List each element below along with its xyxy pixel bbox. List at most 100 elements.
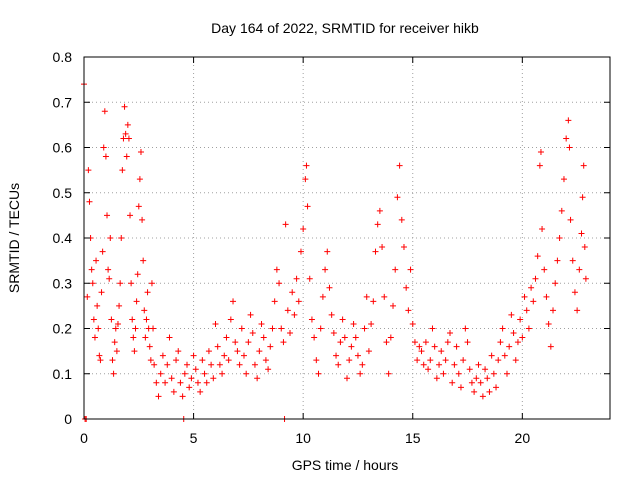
data-point bbox=[576, 266, 583, 273]
data-point bbox=[501, 352, 508, 359]
data-point bbox=[265, 366, 272, 373]
axis-ticks: 0 0.1 0.2 0.3 0.4 0.5 0.6 0.7 0.8 0 5 10 15 20 bbox=[53, 49, 610, 446]
data-point bbox=[254, 375, 261, 382]
y-tick-label: 0.6 bbox=[53, 140, 73, 156]
data-point bbox=[532, 275, 539, 282]
data-point bbox=[201, 370, 208, 377]
data-point bbox=[368, 320, 375, 327]
data-point bbox=[271, 298, 278, 305]
y-tick-label: 0.5 bbox=[53, 185, 73, 201]
data-point bbox=[123, 153, 130, 160]
data-point bbox=[287, 330, 294, 337]
data-point bbox=[453, 343, 460, 350]
data-point bbox=[365, 348, 372, 355]
data-point bbox=[300, 225, 307, 232]
data-point bbox=[225, 357, 232, 364]
data-point bbox=[280, 339, 287, 346]
data-point bbox=[567, 216, 574, 223]
data-point bbox=[98, 289, 105, 296]
data-point bbox=[141, 307, 148, 314]
data-point bbox=[311, 334, 318, 341]
data-point bbox=[475, 361, 482, 368]
data-point bbox=[179, 393, 186, 400]
data-point bbox=[354, 352, 361, 359]
data-point bbox=[142, 334, 149, 341]
data-point bbox=[148, 280, 155, 287]
data-point bbox=[93, 257, 100, 264]
data-point bbox=[563, 135, 570, 142]
data-point bbox=[390, 302, 397, 309]
data-point bbox=[425, 366, 432, 373]
data-point bbox=[150, 325, 157, 332]
data-point bbox=[363, 293, 370, 300]
data-point bbox=[197, 388, 204, 395]
y-tick-label: 0 bbox=[64, 411, 72, 427]
data-point bbox=[260, 334, 267, 341]
data-point bbox=[396, 162, 403, 169]
data-point bbox=[295, 298, 302, 305]
data-point bbox=[372, 248, 379, 255]
data-point bbox=[411, 339, 418, 346]
data-point bbox=[398, 216, 405, 223]
data-point bbox=[488, 352, 495, 359]
data-point bbox=[405, 307, 412, 314]
data-point bbox=[95, 325, 102, 332]
data-point bbox=[90, 316, 97, 323]
data-point bbox=[155, 393, 162, 400]
data-point bbox=[245, 339, 252, 346]
data-point bbox=[251, 361, 258, 368]
data-point bbox=[302, 176, 309, 183]
data-point bbox=[219, 370, 226, 377]
data-point bbox=[506, 343, 513, 350]
data-point bbox=[427, 357, 434, 364]
data-point bbox=[370, 298, 377, 305]
data-point bbox=[143, 316, 150, 323]
data-point bbox=[339, 316, 346, 323]
data-point bbox=[569, 257, 576, 264]
data-point bbox=[134, 271, 141, 278]
data-point bbox=[534, 253, 541, 260]
data-point bbox=[352, 334, 359, 341]
y-tick-label: 0.8 bbox=[53, 49, 73, 65]
data-point bbox=[131, 348, 138, 355]
data-point bbox=[503, 370, 510, 377]
x-axis-label: GPS time / hours bbox=[292, 457, 399, 473]
data-point bbox=[471, 388, 478, 395]
data-point bbox=[541, 266, 548, 273]
data-point bbox=[210, 375, 217, 382]
data-point bbox=[308, 316, 315, 323]
x-tick-label: 15 bbox=[405, 430, 421, 446]
data-point bbox=[581, 244, 588, 251]
data-point bbox=[449, 379, 456, 386]
data-point bbox=[91, 334, 98, 341]
data-point bbox=[135, 203, 142, 210]
data-point bbox=[346, 357, 353, 364]
data-point bbox=[162, 379, 169, 386]
data-point bbox=[326, 284, 333, 291]
data-point bbox=[101, 108, 108, 115]
data-point bbox=[96, 352, 103, 359]
data-point bbox=[249, 330, 256, 337]
data-point bbox=[117, 280, 124, 287]
x-tick-label: 0 bbox=[80, 430, 88, 446]
data-point bbox=[315, 370, 322, 377]
data-point bbox=[236, 361, 243, 368]
data-point bbox=[282, 221, 289, 228]
data-point bbox=[289, 289, 296, 296]
data-point bbox=[170, 388, 177, 395]
data-point bbox=[273, 266, 280, 273]
data-point bbox=[447, 330, 454, 337]
data-point bbox=[221, 352, 228, 359]
data-point bbox=[322, 266, 329, 273]
data-point bbox=[431, 343, 438, 350]
data-point bbox=[108, 316, 115, 323]
data-point bbox=[552, 280, 559, 287]
data-point bbox=[350, 320, 357, 327]
data-point bbox=[291, 311, 298, 318]
data-point bbox=[129, 316, 136, 323]
data-point bbox=[574, 307, 581, 314]
data-point bbox=[234, 348, 241, 355]
data-point bbox=[232, 339, 239, 346]
data-point bbox=[125, 135, 132, 142]
